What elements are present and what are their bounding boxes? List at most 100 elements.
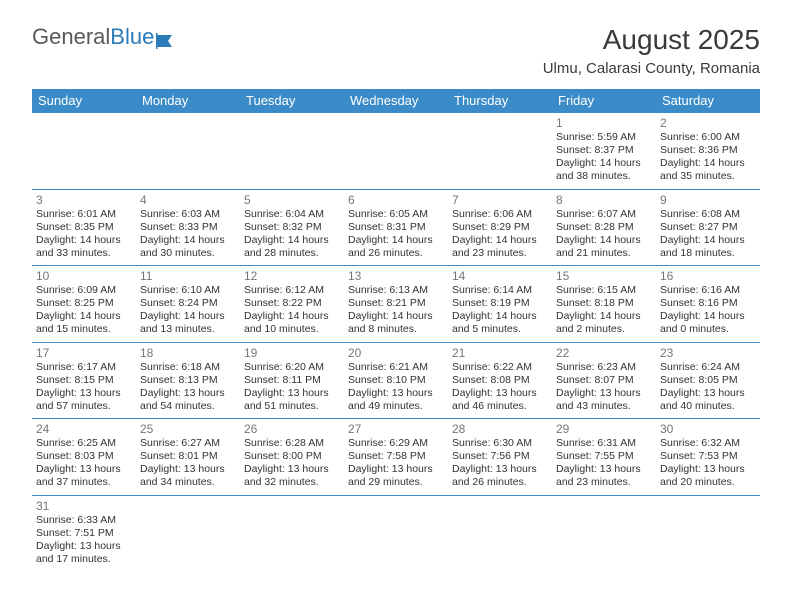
calendar-day-cell: 2Sunrise: 6:00 AMSunset: 8:36 PMDaylight… bbox=[656, 113, 760, 190]
calendar-day-cell: 27Sunrise: 6:29 AMSunset: 7:58 PMDayligh… bbox=[344, 419, 448, 496]
calendar-day-cell: 31Sunrise: 6:33 AMSunset: 7:51 PMDayligh… bbox=[32, 495, 136, 571]
weekday-header: Thursday bbox=[448, 89, 552, 113]
calendar-empty-cell bbox=[448, 495, 552, 571]
daylight-text: Daylight: 13 hours and 54 minutes. bbox=[140, 387, 236, 413]
calendar-day-cell: 10Sunrise: 6:09 AMSunset: 8:25 PMDayligh… bbox=[32, 266, 136, 343]
day-number: 22 bbox=[556, 346, 652, 360]
daylight-text: Daylight: 13 hours and 32 minutes. bbox=[244, 463, 340, 489]
daylight-text: Daylight: 13 hours and 23 minutes. bbox=[556, 463, 652, 489]
day-info: Sunrise: 6:16 AMSunset: 8:16 PMDaylight:… bbox=[660, 284, 756, 337]
day-number: 20 bbox=[348, 346, 444, 360]
sunrise-text: Sunrise: 6:09 AM bbox=[36, 284, 132, 297]
sunrise-text: Sunrise: 6:25 AM bbox=[36, 437, 132, 450]
calendar-day-cell: 1Sunrise: 5:59 AMSunset: 8:37 PMDaylight… bbox=[552, 113, 656, 190]
sunset-text: Sunset: 8:22 PM bbox=[244, 297, 340, 310]
day-info: Sunrise: 6:07 AMSunset: 8:28 PMDaylight:… bbox=[556, 208, 652, 261]
logo: GeneralBlue bbox=[32, 24, 178, 50]
day-info: Sunrise: 6:32 AMSunset: 7:53 PMDaylight:… bbox=[660, 437, 756, 490]
calendar-day-cell: 28Sunrise: 6:30 AMSunset: 7:56 PMDayligh… bbox=[448, 419, 552, 496]
calendar-day-cell: 22Sunrise: 6:23 AMSunset: 8:07 PMDayligh… bbox=[552, 342, 656, 419]
daylight-text: Daylight: 14 hours and 35 minutes. bbox=[660, 157, 756, 183]
sunset-text: Sunset: 8:18 PM bbox=[556, 297, 652, 310]
sunrise-text: Sunrise: 6:30 AM bbox=[452, 437, 548, 450]
calendar-empty-cell bbox=[136, 113, 240, 190]
daylight-text: Daylight: 14 hours and 2 minutes. bbox=[556, 310, 652, 336]
day-info: Sunrise: 6:29 AMSunset: 7:58 PMDaylight:… bbox=[348, 437, 444, 490]
calendar-week-row: 10Sunrise: 6:09 AMSunset: 8:25 PMDayligh… bbox=[32, 266, 760, 343]
day-info: Sunrise: 6:20 AMSunset: 8:11 PMDaylight:… bbox=[244, 361, 340, 414]
sunrise-text: Sunrise: 5:59 AM bbox=[556, 131, 652, 144]
day-info: Sunrise: 6:25 AMSunset: 8:03 PMDaylight:… bbox=[36, 437, 132, 490]
sunrise-text: Sunrise: 6:17 AM bbox=[36, 361, 132, 374]
sunset-text: Sunset: 8:00 PM bbox=[244, 450, 340, 463]
calendar-day-cell: 24Sunrise: 6:25 AMSunset: 8:03 PMDayligh… bbox=[32, 419, 136, 496]
sunset-text: Sunset: 8:28 PM bbox=[556, 221, 652, 234]
location-subtitle: Ulmu, Calarasi County, Romania bbox=[543, 60, 760, 77]
sunrise-text: Sunrise: 6:04 AM bbox=[244, 208, 340, 221]
sunset-text: Sunset: 8:16 PM bbox=[660, 297, 756, 310]
daylight-text: Daylight: 13 hours and 26 minutes. bbox=[452, 463, 548, 489]
sunset-text: Sunset: 8:36 PM bbox=[660, 144, 756, 157]
day-number: 2 bbox=[660, 116, 756, 130]
day-info: Sunrise: 6:08 AMSunset: 8:27 PMDaylight:… bbox=[660, 208, 756, 261]
calendar-day-cell: 30Sunrise: 6:32 AMSunset: 7:53 PMDayligh… bbox=[656, 419, 760, 496]
day-info: Sunrise: 6:00 AMSunset: 8:36 PMDaylight:… bbox=[660, 131, 756, 184]
day-info: Sunrise: 6:05 AMSunset: 8:31 PMDaylight:… bbox=[348, 208, 444, 261]
day-number: 18 bbox=[140, 346, 236, 360]
daylight-text: Daylight: 13 hours and 20 minutes. bbox=[660, 463, 756, 489]
calendar-day-cell: 7Sunrise: 6:06 AMSunset: 8:29 PMDaylight… bbox=[448, 189, 552, 266]
weekday-header: Friday bbox=[552, 89, 656, 113]
day-number: 28 bbox=[452, 422, 548, 436]
calendar-day-cell: 18Sunrise: 6:18 AMSunset: 8:13 PMDayligh… bbox=[136, 342, 240, 419]
sunset-text: Sunset: 7:53 PM bbox=[660, 450, 756, 463]
calendar-empty-cell bbox=[344, 495, 448, 571]
daylight-text: Daylight: 13 hours and 51 minutes. bbox=[244, 387, 340, 413]
day-number: 14 bbox=[452, 269, 548, 283]
daylight-text: Daylight: 13 hours and 43 minutes. bbox=[556, 387, 652, 413]
calendar-empty-cell bbox=[136, 495, 240, 571]
sunrise-text: Sunrise: 6:27 AM bbox=[140, 437, 236, 450]
sunset-text: Sunset: 8:19 PM bbox=[452, 297, 548, 310]
day-info: Sunrise: 6:04 AMSunset: 8:32 PMDaylight:… bbox=[244, 208, 340, 261]
calendar-empty-cell bbox=[32, 113, 136, 190]
logo-text-2: Blue bbox=[110, 24, 154, 50]
sunrise-text: Sunrise: 6:07 AM bbox=[556, 208, 652, 221]
day-info: Sunrise: 6:23 AMSunset: 8:07 PMDaylight:… bbox=[556, 361, 652, 414]
sunset-text: Sunset: 8:03 PM bbox=[36, 450, 132, 463]
daylight-text: Daylight: 13 hours and 40 minutes. bbox=[660, 387, 756, 413]
day-info: Sunrise: 6:06 AMSunset: 8:29 PMDaylight:… bbox=[452, 208, 548, 261]
day-number: 16 bbox=[660, 269, 756, 283]
day-number: 17 bbox=[36, 346, 132, 360]
daylight-text: Daylight: 14 hours and 5 minutes. bbox=[452, 310, 548, 336]
calendar-day-cell: 12Sunrise: 6:12 AMSunset: 8:22 PMDayligh… bbox=[240, 266, 344, 343]
day-number: 31 bbox=[36, 499, 132, 513]
calendar-day-cell: 6Sunrise: 6:05 AMSunset: 8:31 PMDaylight… bbox=[344, 189, 448, 266]
day-info: Sunrise: 6:01 AMSunset: 8:35 PMDaylight:… bbox=[36, 208, 132, 261]
calendar-day-cell: 29Sunrise: 6:31 AMSunset: 7:55 PMDayligh… bbox=[552, 419, 656, 496]
sunrise-text: Sunrise: 6:23 AM bbox=[556, 361, 652, 374]
calendar-day-cell: 25Sunrise: 6:27 AMSunset: 8:01 PMDayligh… bbox=[136, 419, 240, 496]
weekday-header: Saturday bbox=[656, 89, 760, 113]
daylight-text: Daylight: 13 hours and 34 minutes. bbox=[140, 463, 236, 489]
sunset-text: Sunset: 8:31 PM bbox=[348, 221, 444, 234]
sunrise-text: Sunrise: 6:22 AM bbox=[452, 361, 548, 374]
weekday-header: Tuesday bbox=[240, 89, 344, 113]
day-info: Sunrise: 6:24 AMSunset: 8:05 PMDaylight:… bbox=[660, 361, 756, 414]
sunrise-text: Sunrise: 6:06 AM bbox=[452, 208, 548, 221]
calendar-week-row: 31Sunrise: 6:33 AMSunset: 7:51 PMDayligh… bbox=[32, 495, 760, 571]
calendar-day-cell: 20Sunrise: 6:21 AMSunset: 8:10 PMDayligh… bbox=[344, 342, 448, 419]
day-number: 21 bbox=[452, 346, 548, 360]
day-number: 25 bbox=[140, 422, 236, 436]
day-number: 23 bbox=[660, 346, 756, 360]
weekday-header: Monday bbox=[136, 89, 240, 113]
day-info: Sunrise: 6:28 AMSunset: 8:00 PMDaylight:… bbox=[244, 437, 340, 490]
day-number: 10 bbox=[36, 269, 132, 283]
day-info: Sunrise: 5:59 AMSunset: 8:37 PMDaylight:… bbox=[556, 131, 652, 184]
sunrise-text: Sunrise: 6:24 AM bbox=[660, 361, 756, 374]
daylight-text: Daylight: 14 hours and 23 minutes. bbox=[452, 234, 548, 260]
day-info: Sunrise: 6:21 AMSunset: 8:10 PMDaylight:… bbox=[348, 361, 444, 414]
sunrise-text: Sunrise: 6:33 AM bbox=[36, 514, 132, 527]
day-info: Sunrise: 6:27 AMSunset: 8:01 PMDaylight:… bbox=[140, 437, 236, 490]
day-number: 12 bbox=[244, 269, 340, 283]
daylight-text: Daylight: 14 hours and 28 minutes. bbox=[244, 234, 340, 260]
